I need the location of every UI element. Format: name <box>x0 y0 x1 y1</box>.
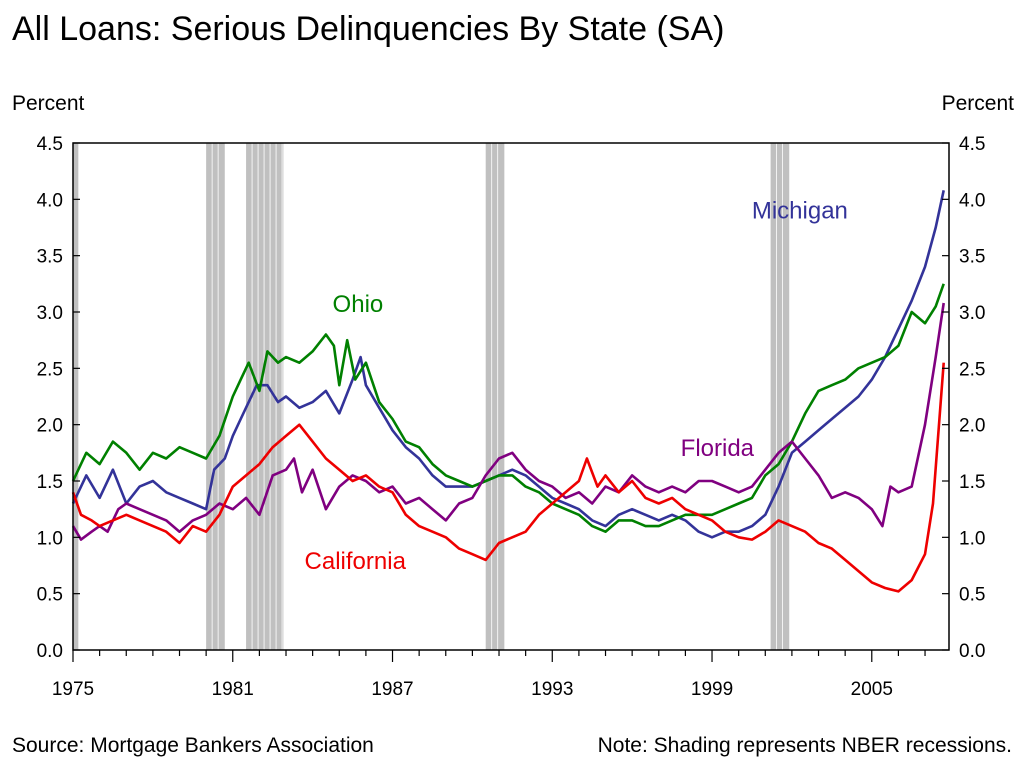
shading-note: Note: Shading represents NBER recessions… <box>597 734 1012 757</box>
y-tick-label-right: 4.0 <box>959 190 985 211</box>
series-line-ohio <box>71 283 945 533</box>
y-tick-label-left: 0.0 <box>37 641 63 662</box>
y-tick-label-right: 2.5 <box>959 359 985 380</box>
y-tick-label-right: 2.0 <box>959 416 985 437</box>
y-tick-label-right: 3.5 <box>959 247 985 268</box>
y-tick-label-left: 1.0 <box>37 528 63 549</box>
y-tick-label-right: 1.5 <box>959 472 985 493</box>
x-tick-label: 1981 <box>212 679 254 700</box>
y-tick-label-left: 4.0 <box>37 190 63 211</box>
series-labels: Michigan Ohio Florida California <box>305 197 848 574</box>
recession-shading <box>73 143 790 650</box>
series-label-california: California <box>305 548 407 575</box>
series-lines <box>71 190 945 593</box>
x-tick-label: 2005 <box>851 679 893 700</box>
axis-ticks: 0.0 0.0 0.5 0.5 1.0 1.0 1.5 1.5 2.0 2.0 2.5 2.5 3.0 3… <box>37 134 986 700</box>
recession-bar-1 <box>206 143 225 650</box>
series-line-california <box>71 362 945 593</box>
y-tick-label-right: 1.0 <box>959 528 985 549</box>
series-label-florida: Florida <box>681 435 755 462</box>
x-tick-label: 1993 <box>531 679 573 700</box>
series-line-michigan <box>71 190 945 539</box>
y-tick-label-left: 3.5 <box>37 247 63 268</box>
y-tick-label-left: 4.5 <box>37 134 63 155</box>
left-axis-unit-label: Percent <box>12 92 85 115</box>
series-line-florida <box>71 302 945 541</box>
y-tick-label-right: 0.5 <box>959 585 985 606</box>
series-label-michigan: Michigan <box>752 197 848 224</box>
source-note: Source: Mortgage Bankers Association <box>12 734 374 757</box>
y-tick-label-left: 3.0 <box>37 303 63 324</box>
y-tick-label-left: 2.0 <box>37 416 63 437</box>
x-tick-label: 1975 <box>52 679 94 700</box>
recession-bar-0 <box>73 143 79 650</box>
chart-title: All Loans: Serious Delinquencies By Stat… <box>12 10 725 48</box>
x-tick-label: 1999 <box>691 679 733 700</box>
x-tick-label: 1987 <box>371 679 413 700</box>
series-label-ohio: Ohio <box>333 291 384 318</box>
recession-bar-3 <box>485 143 505 650</box>
y-tick-label-right: 3.0 <box>959 303 985 324</box>
y-tick-label-left: 0.5 <box>37 585 63 606</box>
right-axis-unit-label: Percent <box>941 92 1014 115</box>
plot-frame <box>72 142 950 651</box>
y-tick-label-left: 2.5 <box>37 359 63 380</box>
y-tick-label-left: 1.5 <box>37 472 63 493</box>
y-tick-label-right: 4.5 <box>959 134 985 155</box>
y-tick-label-right: 0.0 <box>959 641 985 662</box>
